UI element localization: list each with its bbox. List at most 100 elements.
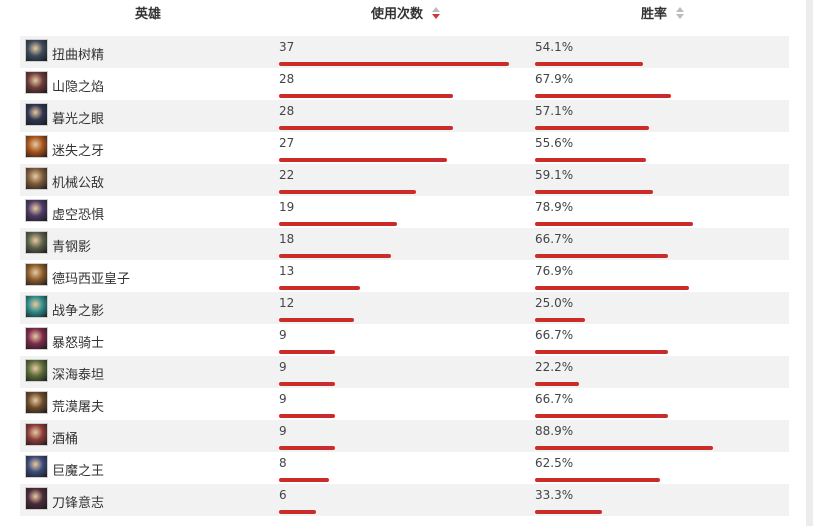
hero-portrait-icon (26, 200, 47, 221)
uses-bar (279, 158, 509, 162)
winrate-bar (535, 158, 735, 162)
hero-name[interactable]: 山隐之焰 (52, 80, 105, 95)
hero-avatar[interactable] (25, 71, 48, 94)
table-row[interactable]: 巨魔之王 8 62.5% (20, 452, 789, 484)
uses-bar-fill (279, 126, 453, 130)
hero-name[interactable]: 迷失之牙 (52, 144, 105, 159)
table-row[interactable]: 青钢影 18 66.7% (20, 228, 789, 260)
uses-bar-fill (279, 350, 335, 354)
winrate-bar-fill (535, 510, 602, 514)
hero-name[interactable]: 酒桶 (52, 432, 79, 447)
winrate-bar-fill (535, 318, 585, 322)
uses-bar (279, 94, 509, 98)
uses-bar-fill (279, 382, 335, 386)
column-header-uses[interactable]: 使用次数 (371, 3, 440, 22)
uses-bar (279, 222, 509, 226)
winrate-bar (535, 190, 735, 194)
hero-avatar[interactable] (25, 135, 48, 158)
uses-value: 22 (279, 168, 295, 182)
hero-portrait-icon (26, 328, 47, 349)
winrate-bar (535, 254, 735, 258)
hero-avatar[interactable] (25, 487, 48, 510)
uses-bar-fill (279, 414, 335, 418)
hero-portrait-icon (26, 136, 47, 157)
table-row[interactable]: 荒漠屠夫 9 66.7% (20, 388, 789, 420)
table-row[interactable]: 刀锋意志 6 33.3% (20, 484, 789, 516)
sort-toggle-icon[interactable] (675, 7, 684, 19)
table-row[interactable]: 扭曲树精 37 54.1% (20, 36, 789, 68)
hero-portrait-icon (26, 392, 47, 413)
winrate-value: 55.6% (535, 136, 574, 150)
hero-name[interactable]: 虚空恐惧 (52, 208, 105, 223)
winrate-bar-fill (535, 94, 671, 98)
winrate-value: 57.1% (535, 104, 574, 118)
hero-avatar[interactable] (25, 423, 48, 446)
table-row[interactable]: 酒桶 9 88.9% (20, 420, 789, 452)
uses-value: 8 (279, 456, 287, 470)
hero-avatar[interactable] (25, 103, 48, 126)
table-row[interactable]: 暮光之眼 28 57.1% (20, 100, 789, 132)
uses-bar (279, 382, 509, 386)
uses-value: 6 (279, 488, 287, 502)
hero-portrait-icon (26, 40, 47, 61)
hero-avatar[interactable] (25, 263, 48, 286)
hero-avatar[interactable] (25, 295, 48, 318)
hero-avatar[interactable] (25, 231, 48, 254)
hero-name[interactable]: 青钢影 (52, 240, 92, 255)
column-header-winrate[interactable]: 胜率 (641, 3, 684, 22)
hero-avatar[interactable] (25, 359, 48, 382)
hero-avatar[interactable] (25, 391, 48, 414)
winrate-value: 66.7% (535, 392, 574, 406)
winrate-value: 78.9% (535, 200, 574, 214)
uses-bar-fill (279, 254, 391, 258)
uses-bar (279, 446, 509, 450)
hero-name[interactable]: 战争之影 (52, 304, 105, 319)
uses-bar-fill (279, 62, 509, 66)
hero-name[interactable]: 德玛西亚皇子 (52, 272, 131, 287)
winrate-bar-fill (535, 350, 668, 354)
uses-bar-fill (279, 286, 360, 290)
uses-value: 19 (279, 200, 295, 214)
uses-bar (279, 478, 509, 482)
uses-bar (279, 62, 509, 66)
hero-avatar[interactable] (25, 167, 48, 190)
hero-avatar[interactable] (25, 455, 48, 478)
hero-avatar[interactable] (25, 327, 48, 350)
hero-portrait-icon (26, 72, 47, 93)
uses-bar-fill (279, 222, 397, 226)
winrate-bar-fill (535, 62, 643, 66)
winrate-bar-fill (535, 478, 660, 482)
hero-name[interactable]: 扭曲树精 (52, 48, 105, 63)
hero-name[interactable]: 暴怒骑士 (52, 336, 105, 351)
table-row[interactable]: 深海泰坦 9 22.2% (20, 356, 789, 388)
uses-bar (279, 510, 509, 514)
winrate-value: 67.9% (535, 72, 574, 86)
table-row[interactable]: 战争之影 12 25.0% (20, 292, 789, 324)
hero-portrait-icon (26, 104, 47, 125)
hero-avatar[interactable] (25, 39, 48, 62)
table-row[interactable]: 迷失之牙 27 55.6% (20, 132, 789, 164)
uses-value: 28 (279, 104, 295, 118)
hero-name[interactable]: 刀锋意志 (52, 496, 105, 511)
table-header: 英雄 使用次数 胜率 (0, 0, 806, 30)
hero-name[interactable]: 深海泰坦 (52, 368, 105, 383)
table-row[interactable]: 山隐之焰 28 67.9% (20, 68, 789, 100)
hero-avatar[interactable] (25, 199, 48, 222)
table-body: 扭曲树精 37 54.1% 山隐之焰 28 67.9% 暮光之眼 28 57.1… (20, 36, 789, 516)
scrollbar-track[interactable] (806, 0, 813, 526)
hero-name[interactable]: 巨魔之王 (52, 464, 105, 479)
table-row[interactable]: 机械公敌 22 59.1% (20, 164, 789, 196)
uses-bar-fill (279, 478, 329, 482)
uses-bar (279, 350, 509, 354)
table-row[interactable]: 德玛西亚皇子 13 76.9% (20, 260, 789, 292)
uses-bar (279, 190, 509, 194)
table-row[interactable]: 暴怒骑士 9 66.7% (20, 324, 789, 356)
hero-name[interactable]: 荒漠屠夫 (52, 400, 105, 415)
hero-name[interactable]: 暮光之眼 (52, 112, 105, 127)
sort-desc-icon[interactable] (431, 7, 440, 19)
winrate-bar (535, 222, 735, 226)
table-row[interactable]: 虚空恐惧 19 78.9% (20, 196, 789, 228)
winrate-bar-fill (535, 414, 668, 418)
hero-name[interactable]: 机械公敌 (52, 176, 105, 191)
winrate-bar (535, 382, 735, 386)
